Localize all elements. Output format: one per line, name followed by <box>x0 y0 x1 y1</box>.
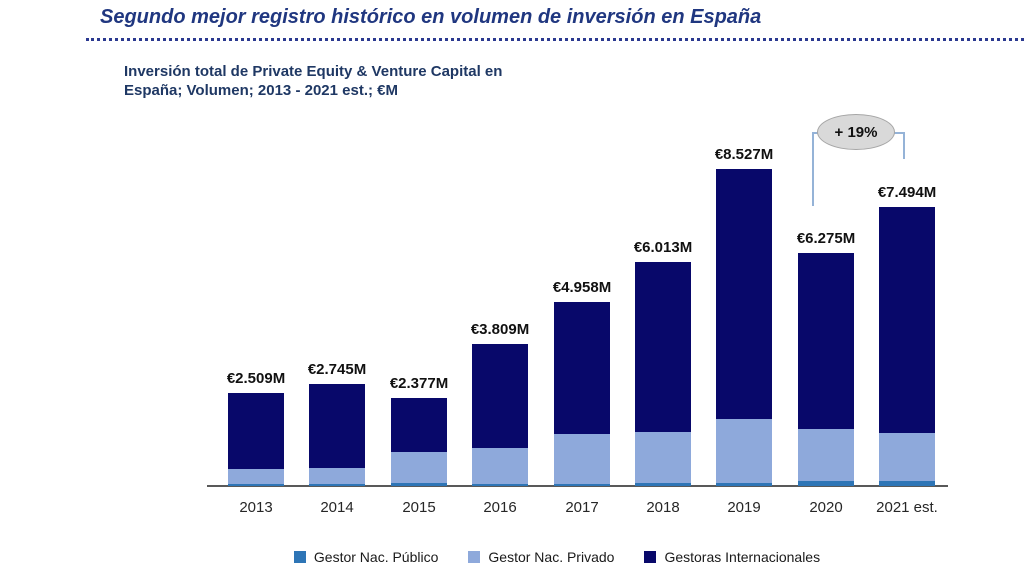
title-dotted-divider <box>86 38 1024 41</box>
bar-total-label: €2.509M <box>226 369 286 387</box>
bar-segment <box>554 483 610 486</box>
bar-segment <box>798 428 854 481</box>
bar-segment <box>716 419 772 484</box>
bar-segment <box>309 383 365 468</box>
x-axis-label: 2020 <box>809 499 843 516</box>
bar-segment <box>879 207 935 434</box>
growth-bracket-left <box>812 132 814 206</box>
bar-segment <box>554 301 610 434</box>
bar-segment <box>798 480 854 486</box>
legend-swatch-icon <box>293 551 306 563</box>
legend-label: Gestor Nac. Público <box>313 549 439 565</box>
growth-bracket-right <box>903 132 905 159</box>
chart-subtitle-line2: España; Volumen; 2013 - 2021 est.; €M <box>124 82 398 99</box>
x-axis-label: 2019 <box>727 499 761 516</box>
growth-annotation-text: + 19% <box>834 123 878 141</box>
bar-segment <box>228 392 284 469</box>
bar-total-label: €2.745M <box>307 360 367 378</box>
bar-2018 <box>635 262 691 486</box>
x-axis-line <box>207 485 948 487</box>
bar-segment <box>472 483 528 486</box>
bar-total-label: €6.275M <box>796 229 856 247</box>
bar-segment <box>391 452 447 484</box>
bar-total-label: €7.494M <box>877 184 937 202</box>
bar-segment <box>472 344 528 448</box>
legend-item: Gestoras Internacionales <box>644 549 820 565</box>
bar-segment <box>391 483 447 486</box>
bar-2016 <box>472 344 528 486</box>
x-axis-label: 2015 <box>402 499 436 516</box>
bar-total-label: €4.958M <box>552 278 612 296</box>
bar-segment <box>798 252 854 429</box>
bar-2015 <box>391 397 447 486</box>
bar-segment <box>228 483 284 486</box>
bar-segment <box>228 468 284 484</box>
chart-legend: Gestor Nac. Público Gestor Nac. Privado Ge… <box>90 549 1024 565</box>
legend-label: Gestor Nac. Privado <box>488 549 615 565</box>
legend-swatch-icon <box>468 551 481 563</box>
bar-2021-est- <box>879 207 935 486</box>
bar-segment <box>309 483 365 486</box>
bar-total-label: €8.527M <box>714 146 774 163</box>
bar-2013 <box>228 392 284 486</box>
bar-2017 <box>554 301 610 486</box>
legend-swatch-icon <box>644 551 657 563</box>
bar-segment <box>716 483 772 486</box>
bar-total-label: €2.377M <box>389 374 449 392</box>
legend-item: Gestor Nac. Privado <box>468 549 614 565</box>
x-axis-label: 2021 est. <box>876 499 938 516</box>
bar-segment <box>879 433 935 481</box>
x-axis-label: 2017 <box>565 499 599 516</box>
chart-subtitle-line1: Inversión total de Private Equity & Vent… <box>124 63 503 80</box>
legend-item: Gestor Nac. Público <box>293 549 439 565</box>
page-title: Segundo mejor registro histórico en volu… <box>100 6 762 28</box>
bar-segment <box>635 483 691 486</box>
x-axis-label: 2014 <box>320 499 354 516</box>
bar-2020 <box>798 252 854 486</box>
growth-annotation-badge: + 19% <box>817 114 895 150</box>
bar-segment <box>879 480 935 486</box>
x-axis-label: 2018 <box>646 499 680 516</box>
bar-total-label: €6.013M <box>633 239 693 257</box>
chart-subtitle: Inversión total de Private Equity & Vent… <box>124 62 644 100</box>
bar-segment <box>309 467 365 484</box>
bar-segment <box>635 262 691 433</box>
bar-segment <box>716 169 772 420</box>
x-axis-label: 2013 <box>239 499 273 516</box>
bar-total-label: €3.809M <box>470 321 530 339</box>
x-axis-label: 2016 <box>483 499 517 516</box>
bar-segment <box>554 433 610 484</box>
bar-segment <box>472 447 528 484</box>
bar-segment <box>391 397 447 452</box>
bar-segment <box>635 432 691 484</box>
legend-label: Gestoras Internacionales <box>664 549 821 565</box>
bar-2014 <box>309 383 365 486</box>
bar-2019 <box>716 169 772 486</box>
